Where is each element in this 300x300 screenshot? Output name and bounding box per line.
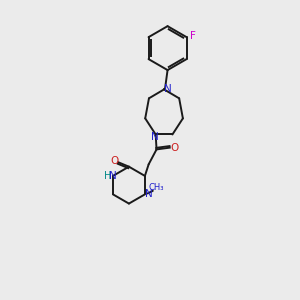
Text: N: N — [109, 171, 117, 181]
Text: O: O — [110, 156, 118, 167]
Text: N: N — [151, 132, 159, 142]
Text: O: O — [170, 143, 178, 153]
Text: CH₃: CH₃ — [148, 183, 164, 192]
Text: F: F — [190, 31, 196, 41]
Text: H: H — [103, 171, 111, 181]
Text: N: N — [145, 189, 152, 200]
Text: N: N — [164, 83, 171, 94]
